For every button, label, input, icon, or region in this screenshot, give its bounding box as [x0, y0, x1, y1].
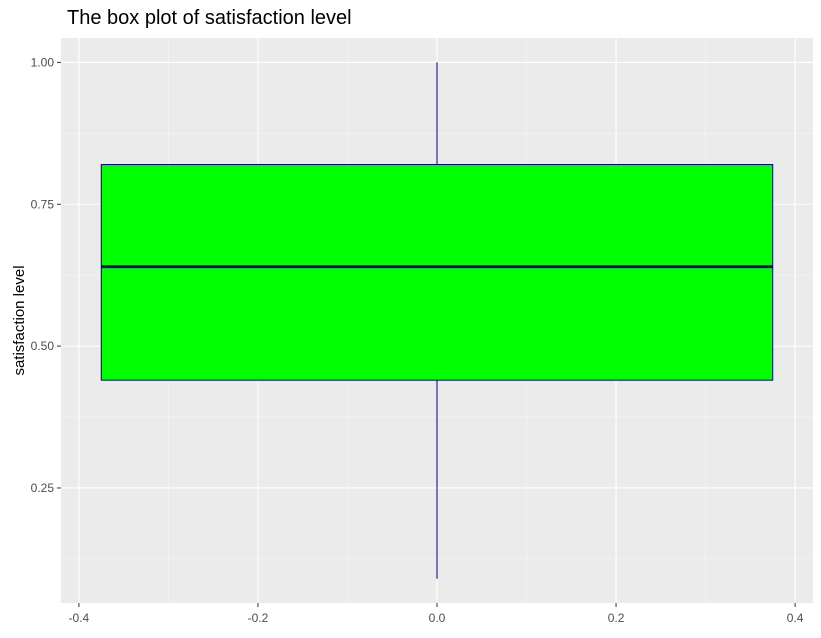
y-tick-label: 0.25: [31, 481, 55, 495]
x-tick-label: 0.2: [608, 611, 625, 625]
x-tick-label: -0.4: [69, 611, 90, 625]
chart-title: The box plot of satisfaction level: [67, 7, 352, 29]
box-iqr: [100, 164, 774, 381]
box-layer: [100, 62, 774, 579]
y-axis: 0.25 0.50 0.75 1.00: [31, 55, 61, 495]
y-tick-label: 1.00: [31, 55, 55, 69]
y-tick-label: 0.75: [31, 197, 55, 211]
x-tick-label: -0.2: [248, 611, 269, 625]
x-tick-label: 0.4: [787, 611, 804, 625]
y-tick-label: 0.50: [31, 339, 55, 353]
y-axis-title: satisfaction level: [11, 265, 28, 375]
x-tick-label: 0.0: [429, 611, 446, 625]
x-axis: -0.4 -0.2 0.0 0.2 0.4: [69, 603, 804, 625]
